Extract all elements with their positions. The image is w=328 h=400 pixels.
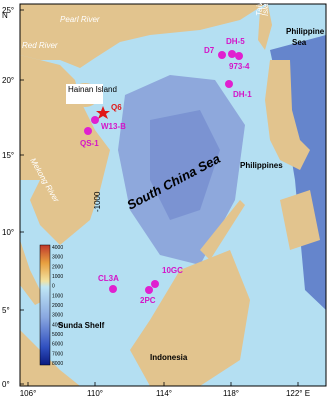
colorbar-label: 7000: [52, 351, 63, 357]
colorbar-labels: 4000 3000 2000 1000 0 1000 2000 3000 4000 5000 600…: [52, 245, 63, 367]
contour-label: -1000: [93, 191, 102, 212]
site-marker: [151, 280, 159, 288]
lat-label: 25°: [2, 6, 14, 15]
colorbar-label: 4000: [52, 245, 63, 251]
colorbar-label: 2000: [52, 264, 63, 270]
place-label: Sea: [292, 38, 307, 47]
colorbar-label: 6000: [52, 342, 63, 348]
colorbar-label: 4000: [52, 322, 63, 328]
colorbar-label: 1000: [52, 293, 63, 299]
mindanao: [280, 190, 320, 250]
colorbar-label: 1000: [52, 274, 63, 280]
deep-basin: [150, 110, 220, 220]
colorbar-label: 2000: [52, 303, 63, 309]
place-label: Island: [261, 0, 270, 16]
place-label: Hainan Island: [68, 85, 117, 94]
lat-label: 10°: [2, 228, 14, 237]
colorbar-label: 5000: [52, 332, 63, 338]
site-label: W13-B: [101, 122, 126, 131]
site-label: 973-4: [229, 62, 250, 71]
place-label: Philippine: [286, 27, 325, 36]
sites: [84, 50, 243, 294]
site-star: [96, 106, 110, 119]
lat-unit: N: [2, 11, 8, 20]
borneo: [130, 250, 250, 386]
sumatra: [20, 330, 80, 386]
site-marker: [225, 80, 233, 88]
colorbar: [39, 244, 51, 366]
site-label: QS-1: [80, 139, 99, 148]
frame: [19, 3, 327, 387]
site-marker: [91, 116, 99, 124]
place-label: Taiwan: [255, 0, 264, 16]
luzon: [265, 60, 310, 170]
lat-label: 0°: [2, 380, 10, 389]
site-marker: [145, 286, 153, 294]
china: [20, 4, 265, 68]
site-marker: [228, 50, 236, 58]
lon-label: 110°: [87, 389, 103, 398]
lat-label: 5°: [2, 306, 10, 315]
colorbar-label: 3000: [52, 255, 63, 261]
place-label: Philippines: [240, 161, 283, 170]
site-marker: [235, 52, 243, 60]
lon-label: 106°: [20, 389, 37, 398]
axes: 25° 20° 15° 10° 5° 0° 106° 110° 114° 118° 122° E: [2, 6, 310, 398]
site-label: CL3A: [98, 274, 119, 283]
lon-label: 114°: [156, 389, 172, 398]
colorbar-label: 0: [52, 284, 55, 290]
colorbar-label: 8000: [52, 361, 63, 367]
indochina: [20, 55, 110, 245]
lon-label: 122° E: [286, 389, 310, 398]
site-label: 10GC: [162, 266, 183, 275]
site-label: DH-5: [226, 37, 245, 46]
colorbar-ramp: [39, 244, 51, 366]
lon-label: 118°: [223, 389, 239, 398]
site-label: DH-1: [233, 90, 252, 99]
site-label: 2PC: [140, 296, 156, 305]
palawan: [200, 200, 245, 260]
malay: [20, 240, 45, 305]
site-marker: [218, 51, 226, 59]
hainan-box: [66, 84, 103, 104]
colorbar-label: 3000: [52, 313, 63, 319]
lat-label: 15°: [2, 151, 14, 160]
site-label: D7: [204, 46, 215, 55]
place-label: Red River: [22, 41, 58, 50]
lat-label: 20°: [2, 76, 14, 85]
site-marker: [109, 285, 117, 293]
taiwan-shape: [258, 5, 272, 50]
site-label: Q6: [111, 103, 122, 112]
place-label: Pearl River: [60, 15, 100, 24]
place-label: Indonesia: [150, 353, 188, 362]
site-marker: [84, 127, 92, 135]
place-label: Sunda Shelf: [58, 321, 105, 330]
